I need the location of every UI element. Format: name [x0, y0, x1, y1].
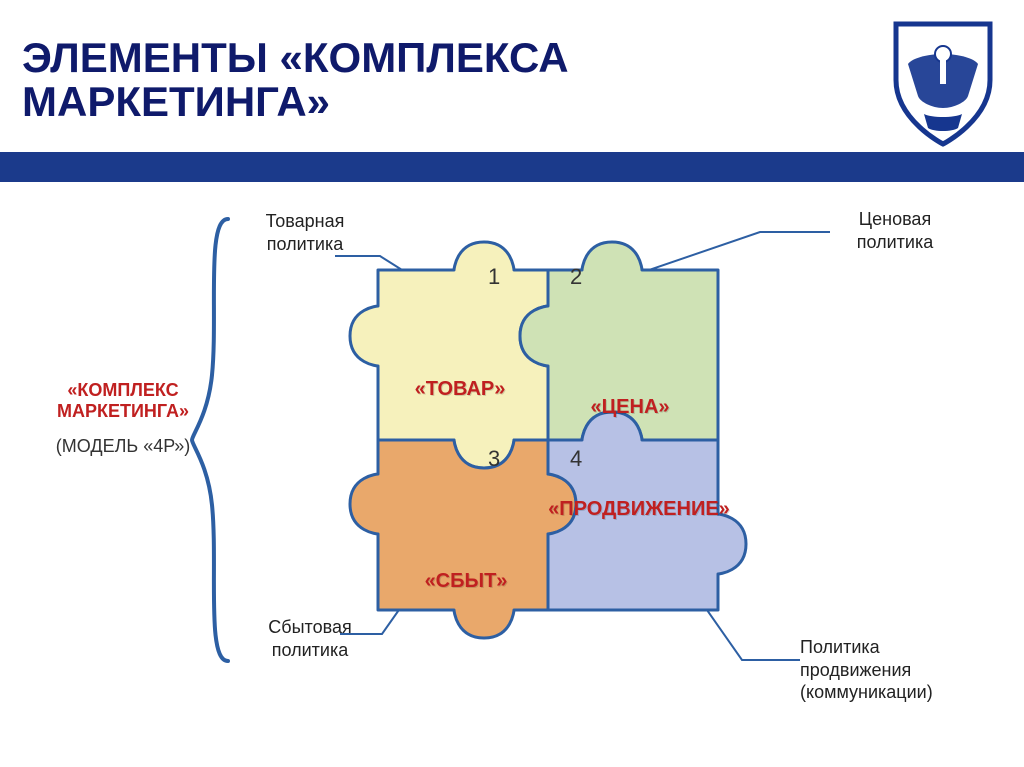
- header-divider-bar: [0, 152, 1024, 182]
- callout-top-left-text: Товарная политика: [266, 211, 345, 254]
- piece-number-1: 1: [488, 264, 500, 290]
- callout-top-right: Ценовая политика: [830, 208, 960, 253]
- piece-number-3: 3: [488, 446, 500, 472]
- piece-label-1: «ТОВАР»: [400, 378, 520, 401]
- piece-label-2: «ЦЕНА»: [570, 396, 690, 419]
- puzzle-piece-1: [350, 242, 548, 468]
- model-label: «КОМПЛЕКС МАРКЕТИНГА» (МОДЕЛЬ «4Р»): [38, 380, 208, 457]
- piece-label-4: «ПРОДВИЖЕНИЕ»: [534, 498, 744, 521]
- curly-bracket: [188, 215, 232, 665]
- callout-bottom-right: Политика продвижения (коммуникации): [800, 636, 990, 704]
- piece-number-2: 2: [570, 264, 582, 290]
- page-title: ЭЛЕМЕНТЫ «КОМПЛЕКСА МАРКЕТИНГА»: [22, 36, 722, 124]
- model-label-line1: «КОМПЛЕКС МАРКЕТИНГА»: [38, 380, 208, 422]
- piece-number-4: 4: [570, 446, 582, 472]
- puzzle-diagram: 1 2 3 4 «ТОВАР» «ЦЕНА» «СБЫТ» «ПРОДВИЖЕН…: [338, 230, 758, 650]
- shield-logo: [888, 18, 998, 148]
- callout-top-right-text: Ценовая политика: [857, 209, 934, 252]
- puzzle-piece-3: [350, 440, 576, 638]
- piece-label-3: «СБЫТ»: [406, 570, 526, 593]
- shield-icon: [888, 18, 998, 148]
- model-label-line2: (МОДЕЛЬ «4Р»): [38, 436, 208, 457]
- bar-rect: [0, 152, 1024, 182]
- callout-bottom-right-text: Политика продвижения (коммуникации): [800, 637, 933, 702]
